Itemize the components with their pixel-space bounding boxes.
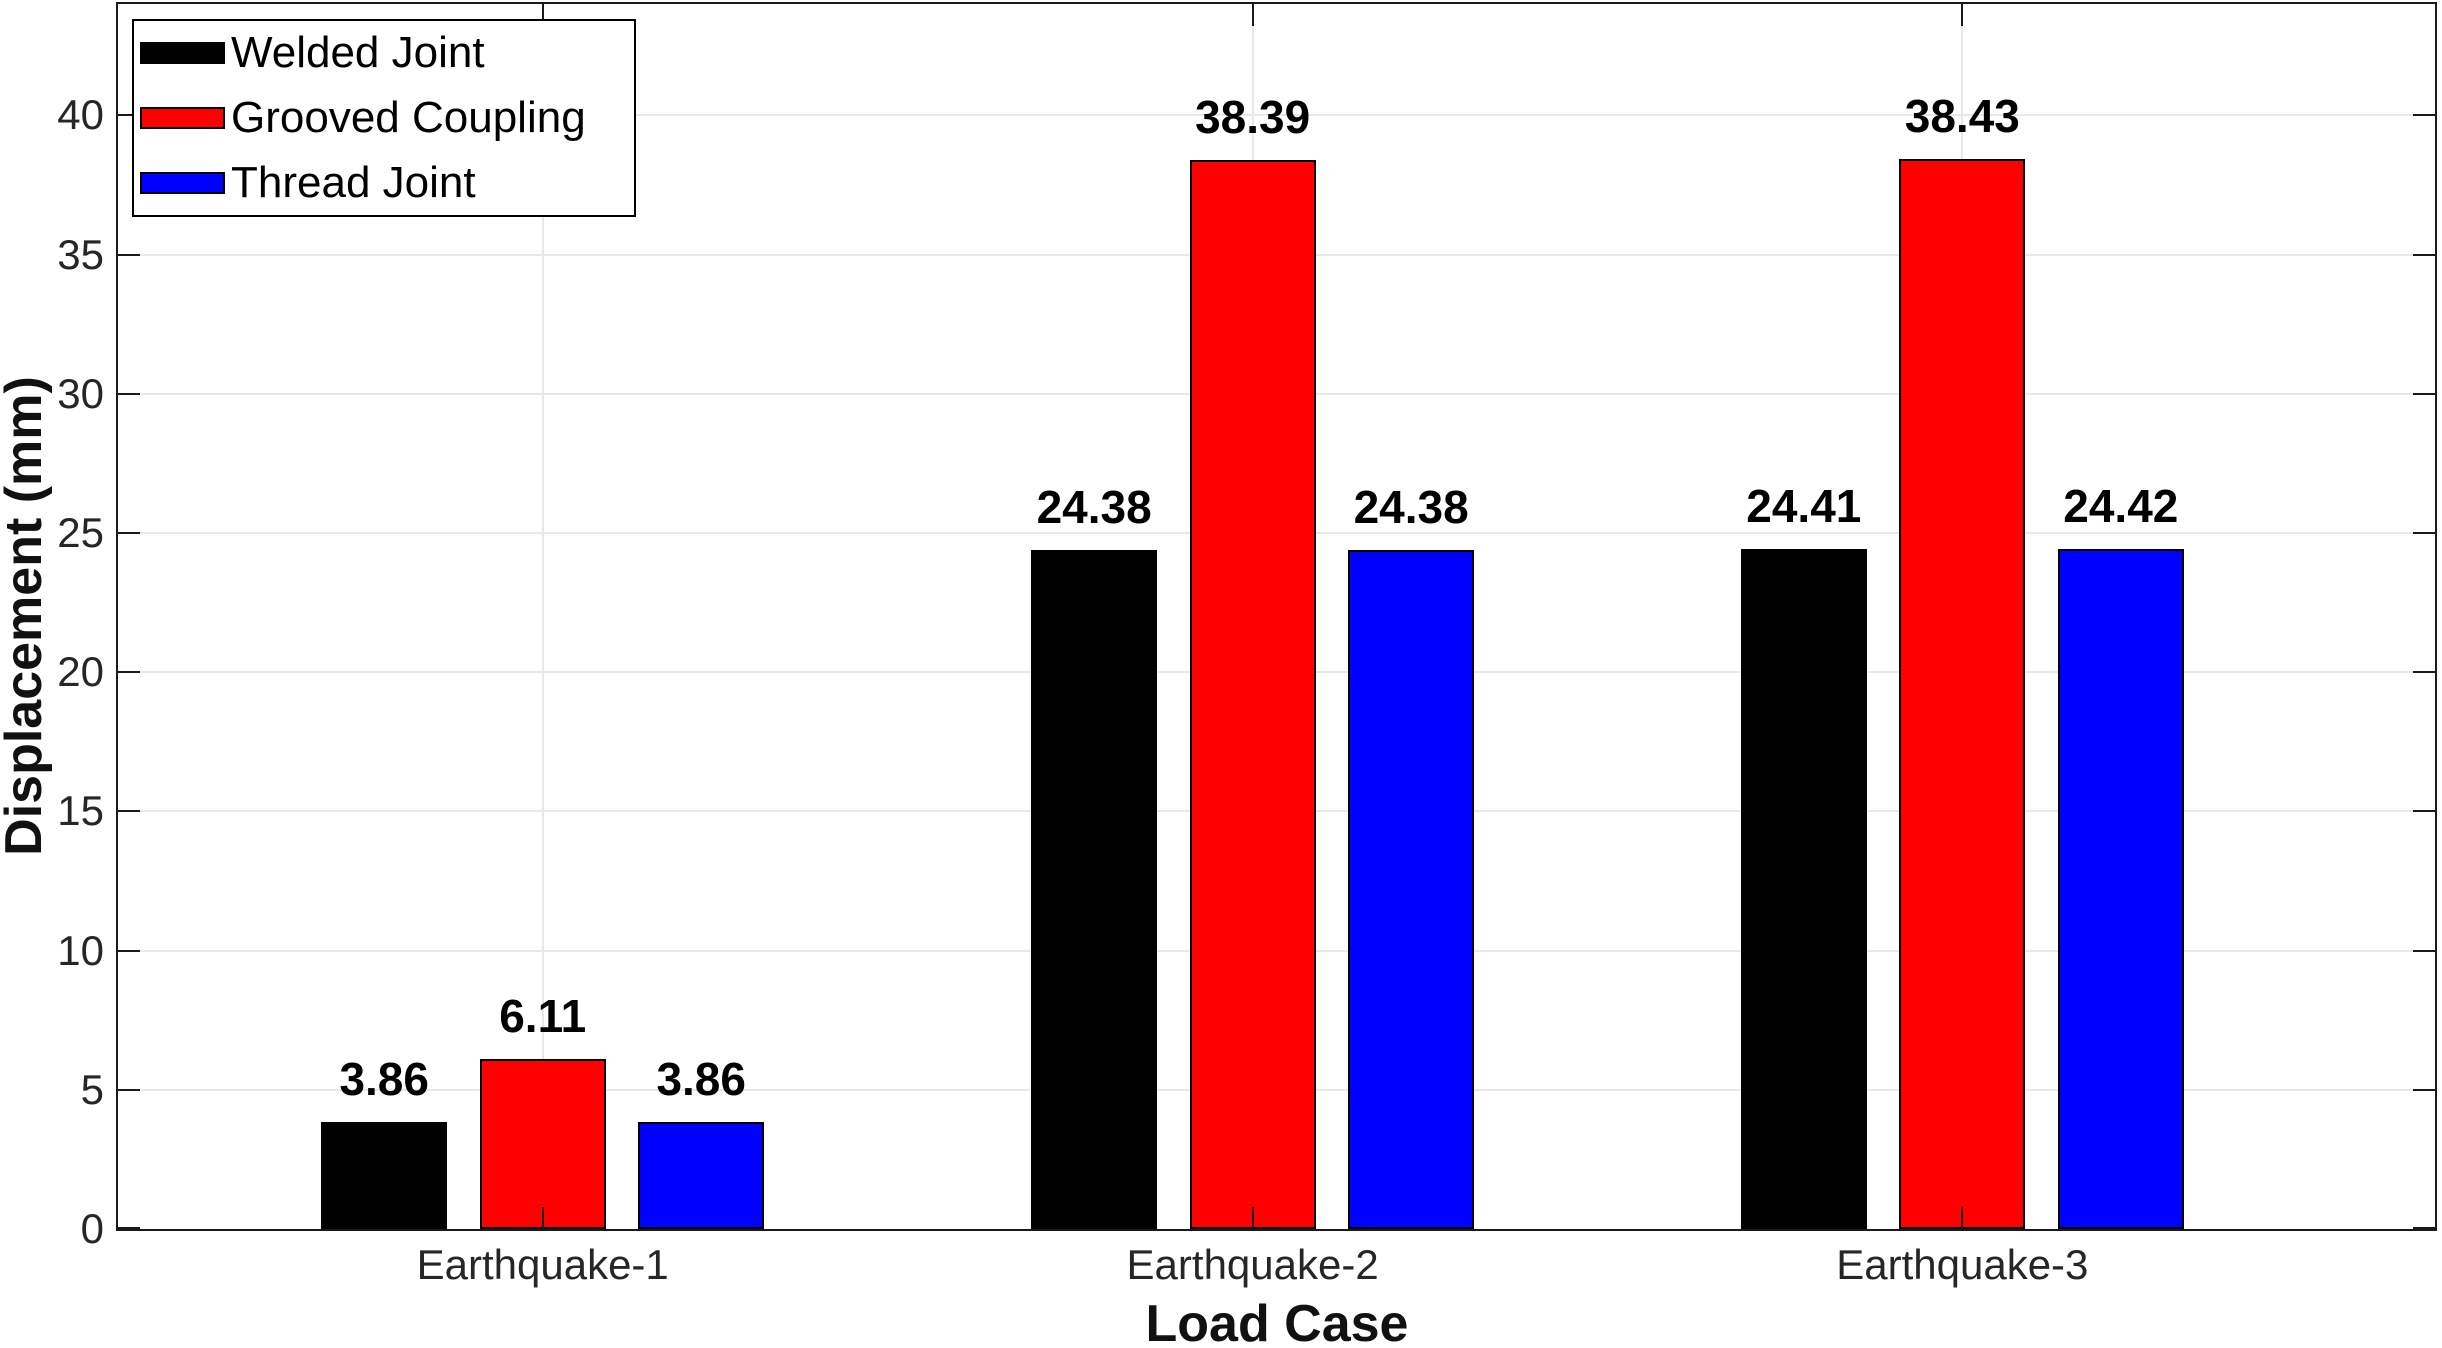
y-tick-mark — [2413, 392, 2435, 395]
plot-inner: 3.86 24.38 24.41 6.11 38.39 38.43 3.86 24.38 24.… — [118, 4, 2435, 1229]
value-label-grooved-coupling-earthquake-2: 38.39 — [1195, 91, 1311, 144]
legend-label-welded-joint: Welded Joint — [231, 28, 485, 78]
legend-swatch-welded-joint — [140, 42, 225, 65]
x-tick-mark — [1961, 4, 1964, 26]
y-tick-mark — [2413, 949, 2435, 952]
legend-label-grooved-coupling: Grooved Coupling — [231, 93, 586, 142]
x-tick-mark — [541, 1207, 544, 1229]
y-tick-mark — [118, 253, 140, 256]
y-tick-label-5: 5 — [80, 1065, 104, 1113]
bar-thread-joint-earthquake-3 — [2057, 549, 2184, 1229]
legend: Welded Joint Grooved Coupling Thread Joint — [132, 19, 636, 217]
x-tick-label-earthquake-1: Earthquake-1 — [416, 1241, 669, 1288]
gridline-horizontal — [118, 114, 2435, 117]
bar-grooved-coupling-earthquake-1 — [479, 1058, 606, 1229]
x-tick-mark — [1251, 1207, 1254, 1229]
y-tick-mark — [118, 1088, 140, 1091]
bar-grooved-coupling-earthquake-2 — [1189, 160, 1316, 1229]
value-label-thread-joint-earthquake-1: 3.86 — [656, 1052, 746, 1105]
value-label-thread-joint-earthquake-2: 24.38 — [1353, 481, 1469, 534]
y-tick-label-20: 20 — [57, 648, 104, 696]
bar-thread-joint-earthquake-2 — [1348, 550, 1475, 1229]
legend-item-grooved-coupling: Grooved Coupling — [134, 86, 634, 151]
y-tick-mark — [118, 392, 140, 395]
bar-thread-joint-earthquake-1 — [638, 1121, 765, 1229]
x-tick-mark — [1251, 4, 1254, 26]
y-tick-mark — [118, 949, 140, 952]
y-tick-mark — [2413, 253, 2435, 256]
y-tick-mark — [2413, 114, 2435, 117]
x-tick-label-earthquake-2: Earthquake-2 — [1126, 1241, 1379, 1288]
value-label-welded-joint-earthquake-2: 24.38 — [1036, 481, 1152, 534]
x-axis-label: Load Case — [1145, 1295, 1409, 1348]
y-axis-label: Displacement (mm) — [0, 376, 53, 856]
bar-welded-joint-earthquake-1 — [321, 1121, 448, 1229]
legend-swatch-grooved-coupling — [140, 107, 225, 129]
y-tick-label-0: 0 — [80, 1205, 104, 1252]
y-tick-mark — [2413, 1088, 2435, 1091]
value-label-welded-joint-earthquake-3: 24.41 — [1746, 480, 1862, 533]
y-tick-mark — [118, 810, 140, 813]
legend-swatch-thread-joint — [140, 171, 225, 194]
bar-welded-joint-earthquake-2 — [1031, 550, 1158, 1229]
value-label-welded-joint-earthquake-1: 3.86 — [339, 1052, 429, 1105]
y-tick-mark — [2413, 531, 2435, 534]
y-tick-mark — [118, 531, 140, 534]
y-tick-label-35: 35 — [57, 230, 104, 278]
plot-area: 3.86 24.38 24.41 6.11 38.39 38.43 3.86 24.38 24.… — [116, 2, 2437, 1231]
x-tick-mark — [541, 4, 544, 26]
gridline-vertical — [541, 4, 544, 1229]
y-tick-mark — [118, 114, 140, 117]
x-tick-mark — [1961, 1207, 1964, 1229]
legend-item-welded-joint: Welded Joint — [134, 21, 634, 86]
x-tick-label-earthquake-3: Earthquake-3 — [1836, 1241, 2089, 1288]
y-tick-mark — [2413, 671, 2435, 674]
y-tick-label-30: 30 — [57, 369, 104, 417]
y-tick-label-40: 40 — [57, 91, 104, 139]
value-label-thread-joint-earthquake-3: 24.42 — [2063, 480, 2179, 533]
y-tick-label-10: 10 — [57, 926, 104, 974]
y-tick-mark — [2413, 810, 2435, 813]
y-tick-label-25: 25 — [57, 508, 104, 556]
bar-welded-joint-earthquake-3 — [1740, 549, 1867, 1229]
y-tick-label-15: 15 — [57, 787, 104, 835]
y-tick-mark — [2413, 1227, 2435, 1229]
value-label-grooved-coupling-earthquake-1: 6.11 — [499, 989, 587, 1042]
y-tick-mark — [118, 1227, 140, 1229]
value-label-grooved-coupling-earthquake-3: 38.43 — [1904, 90, 2020, 143]
bar-grooved-coupling-earthquake-3 — [1899, 159, 2026, 1229]
y-tick-mark — [118, 671, 140, 674]
legend-label-thread-joint: Thread Joint — [231, 157, 476, 207]
legend-item-thread-joint: Thread Joint — [134, 150, 634, 215]
